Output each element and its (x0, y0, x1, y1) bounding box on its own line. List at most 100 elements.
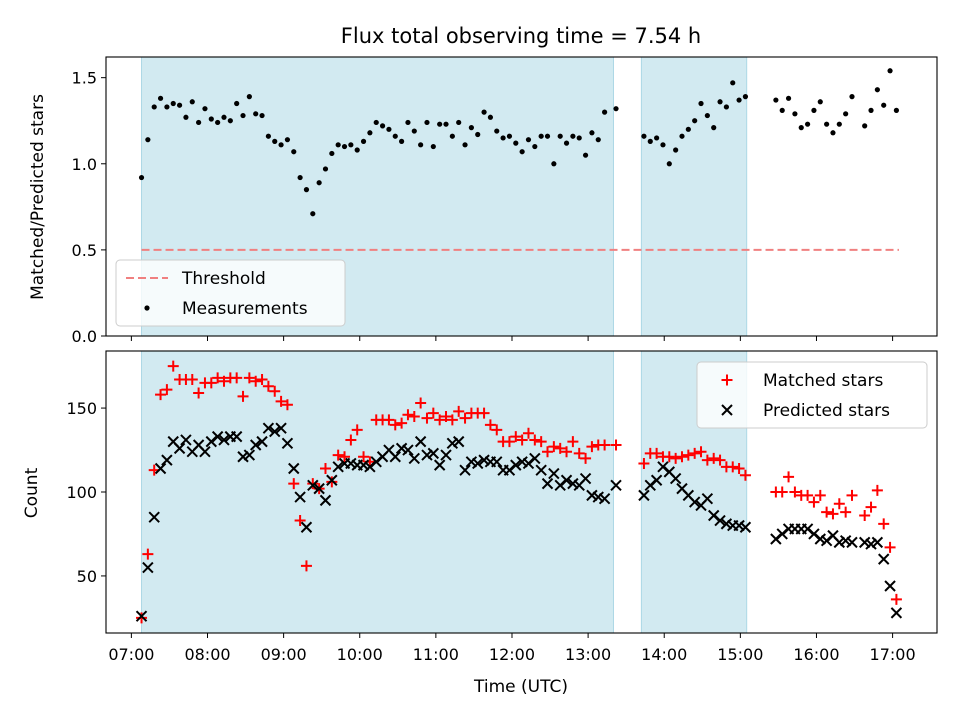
data-point (319, 494, 332, 507)
legend-label: Predicted stars (763, 401, 890, 421)
data-point (871, 484, 883, 496)
data-point (456, 119, 462, 126)
data-point (824, 121, 830, 127)
data-point (278, 142, 284, 148)
data-point (698, 100, 704, 107)
data-point (237, 390, 249, 402)
data-point (580, 452, 592, 464)
data-point (339, 451, 351, 463)
data-point (379, 123, 386, 129)
data-point (613, 106, 619, 112)
data-point (783, 471, 795, 483)
data-point (433, 459, 446, 471)
data-point (329, 150, 335, 157)
data-point (538, 133, 544, 139)
bottom-panel: 50 100 150 07:00 08:00 09:00 10:00 11:00 12:00 13… (66, 350, 938, 664)
bottom-legend: Matched stars Predicted stars (696, 361, 928, 429)
data-point (322, 166, 329, 172)
data-point (170, 100, 176, 107)
data-point (598, 493, 611, 505)
data-point (367, 130, 373, 136)
data-point (186, 374, 198, 386)
data-point (253, 111, 259, 117)
data-point (269, 385, 281, 397)
y-tick-label: 1.0 (72, 155, 97, 174)
data-point (358, 451, 370, 463)
top-panel: 0.0 0.5 1.0 1.5 Threshold Measurements (72, 56, 938, 346)
data-point (231, 372, 243, 384)
data-point (836, 121, 842, 127)
data-point (262, 422, 275, 434)
data-point (890, 607, 903, 619)
data-point (316, 180, 322, 186)
data-point (414, 435, 427, 448)
data-point (561, 446, 573, 458)
data-point (859, 510, 871, 521)
data-point (714, 454, 726, 466)
data-point (808, 496, 820, 508)
data-point (167, 360, 179, 372)
legend-box (696, 361, 928, 429)
y-tick-label: 0.0 (72, 327, 97, 346)
data-point (830, 130, 836, 136)
data-point (723, 104, 729, 110)
data-point (586, 441, 598, 453)
data-point (884, 541, 896, 553)
data-point (484, 419, 496, 431)
legend-label: Threshold (181, 269, 266, 289)
data-point (736, 97, 742, 103)
legend-box (115, 259, 346, 327)
data-point (798, 125, 804, 131)
data-point (730, 80, 736, 86)
data-point (199, 446, 211, 458)
data-point (212, 372, 224, 384)
data-point (402, 409, 414, 421)
data-point (136, 612, 148, 624)
data-point (256, 435, 268, 448)
data-point (405, 119, 411, 126)
data-point (396, 417, 408, 429)
data-point (494, 128, 500, 134)
data-point (701, 454, 713, 466)
data-point (638, 457, 650, 469)
data-point (227, 118, 233, 124)
data-point (453, 405, 465, 417)
data-point (522, 427, 534, 439)
data-point (599, 439, 611, 451)
data-point (449, 133, 455, 139)
data-point (704, 112, 710, 119)
data-point (313, 482, 325, 495)
data-point (161, 454, 173, 466)
data-point (676, 451, 688, 463)
data-point (827, 508, 839, 520)
data-point (215, 119, 221, 126)
data-point (663, 451, 675, 463)
data-point (288, 478, 300, 490)
data-point (288, 462, 300, 475)
x-tick-label: 12:00 (489, 645, 535, 664)
y-tick-label: 50 (77, 567, 97, 586)
data-point (785, 95, 792, 101)
data-point (154, 462, 167, 475)
legend-measurements-swatch (144, 305, 150, 311)
data-point (551, 161, 557, 167)
data-point (145, 137, 151, 143)
x-axis-label: Time (UTC) (473, 677, 568, 697)
y-tick-label: 1.5 (72, 69, 97, 88)
data-point (142, 561, 154, 574)
data-point (234, 100, 240, 107)
data-point (669, 472, 682, 485)
data-point (389, 419, 401, 431)
data-point (418, 142, 424, 148)
data-point (542, 446, 554, 458)
data-point (890, 593, 902, 605)
data-point (840, 506, 852, 518)
data-point (250, 375, 262, 387)
series-matched-stars (136, 360, 902, 624)
data-point (386, 126, 392, 132)
data-point (503, 436, 515, 448)
data-point (360, 138, 367, 144)
data-point (332, 461, 344, 473)
data-point (300, 521, 313, 533)
